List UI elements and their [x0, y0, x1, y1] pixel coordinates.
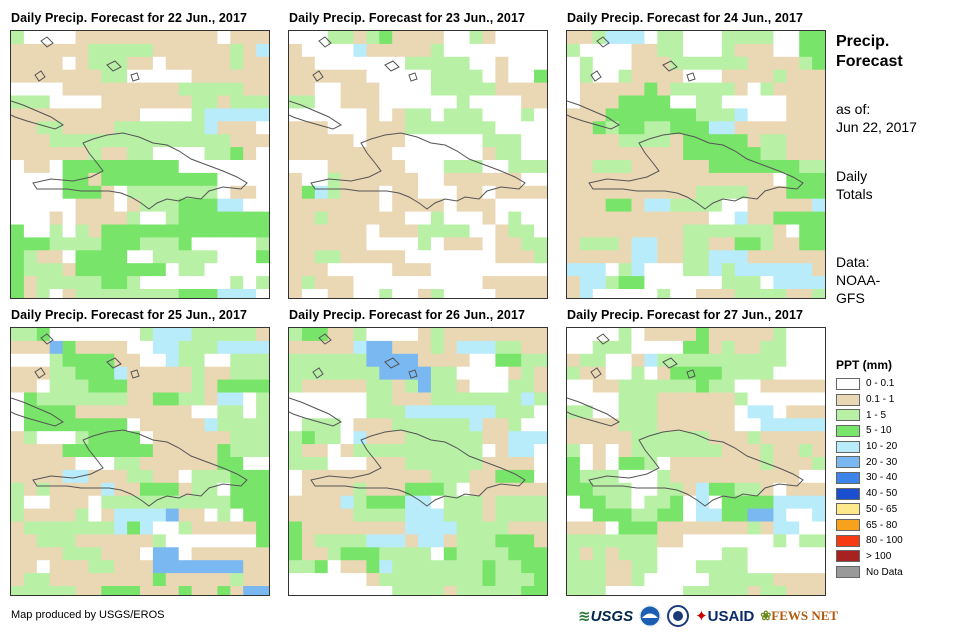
legend-row: 65 - 80 [836, 517, 966, 533]
panel-title-4: Daily Precip. Forecast for 25 Jun., 2017 [11, 308, 248, 322]
legend-label: 0.1 - 1 [866, 394, 895, 406]
legend-row: 50 - 65 [836, 502, 966, 518]
legend-swatch [836, 409, 860, 422]
legend-label: 40 - 50 [866, 488, 898, 500]
panel-title-5: Daily Precip. Forecast for 26 Jun., 2017 [289, 308, 526, 322]
legend-swatch [836, 377, 860, 390]
side-data: Data: NOAA- GFS [836, 253, 956, 307]
map-canvas-6 [567, 328, 825, 595]
noaa-logo-icon [639, 605, 661, 627]
side-title: Precip. Forecast [836, 32, 956, 72]
legend-swatch [836, 487, 860, 500]
map-canvas-4 [11, 328, 269, 595]
legend-label: 0 - 0.1 [866, 378, 895, 390]
map-panel-1 [10, 30, 270, 299]
map-canvas-2 [289, 31, 547, 298]
usaid-logo: ✦USAID [695, 608, 755, 625]
side-data-line2: NOAA- [836, 272, 881, 288]
legend-row: 10 - 20 [836, 439, 966, 455]
map-panel-6 [566, 327, 826, 596]
legend-swatch [836, 471, 860, 484]
legend: PPT (mm) 0 - 0.1 0.1 - 1 1 - 5 5 - 10 10 - 2… [836, 358, 966, 580]
side-title-line2: Forecast [836, 53, 903, 70]
fewsnet-logo: ❀FEWS NET [760, 608, 839, 623]
legend-row: No Data [836, 564, 966, 580]
legend-label: 5 - 10 [866, 425, 892, 437]
legend-row: 1 - 5 [836, 407, 966, 423]
side-asof-line2: Jun 22, 2017 [836, 119, 917, 135]
legend-swatch [836, 440, 860, 453]
legend-row: 30 - 40 [836, 470, 966, 486]
side-asof-line1: as of: [836, 101, 871, 117]
map-panel-2 [288, 30, 548, 299]
panel-title-1: Daily Precip. Forecast for 22 Jun., 2017 [11, 11, 248, 25]
legend-row: 80 - 100 [836, 533, 966, 549]
legend-label: 1 - 5 [866, 409, 887, 421]
panel-title-2: Daily Precip. Forecast for 23 Jun., 2017 [289, 11, 526, 25]
legend-label: 80 - 100 [866, 535, 903, 547]
side-data-line1: Data: [836, 254, 870, 270]
legend-row: 40 - 50 [836, 486, 966, 502]
legend-swatch [836, 534, 860, 547]
legend-rows: 0 - 0.1 0.1 - 1 1 - 5 5 - 10 10 - 20 20 - 30 3… [836, 376, 966, 580]
legend-swatch [836, 519, 860, 532]
legend-label: > 100 [866, 550, 892, 562]
legend-label: 65 - 80 [866, 519, 898, 531]
legend-title: PPT (mm) [836, 358, 893, 372]
credit-text: Map produced by USGS/EROS [11, 609, 165, 621]
side-title-line1: Precip. [836, 33, 890, 50]
logo-bar: ≋USGS ✦USAID ❀FEWS NET [578, 600, 838, 632]
side-asof: as of: Jun 22, 2017 [836, 100, 956, 136]
fewsnet-logo-text: FEWS NET [771, 608, 839, 623]
legend-label: 20 - 30 [866, 456, 898, 468]
legend-row: 5 - 10 [836, 423, 966, 439]
panel-title-3: Daily Precip. Forecast for 24 Jun., 2017 [567, 11, 804, 25]
legend-swatch [836, 456, 860, 469]
legend-swatch [836, 393, 860, 406]
map-panel-5 [288, 327, 548, 596]
legend-label: 10 - 20 [866, 441, 898, 453]
panel-title-6: Daily Precip. Forecast for 27 Jun., 2017 [567, 308, 804, 322]
legend-swatch [836, 424, 860, 437]
legend-row: 0.1 - 1 [836, 392, 966, 408]
usgs-logo-text: USGS [590, 608, 634, 625]
side-totals: Daily Totals [836, 167, 956, 203]
legend-swatch [836, 566, 860, 579]
side-totals-line2: Totals [836, 186, 873, 202]
usgs-logo: ≋USGS [578, 608, 634, 625]
side-data-line3: GFS [836, 290, 865, 306]
legend-swatch [836, 550, 860, 563]
map-canvas-1 [11, 31, 269, 298]
map-panel-4 [10, 327, 270, 596]
legend-label: No Data [866, 566, 903, 578]
legend-label: 50 - 65 [866, 503, 898, 515]
usaid-logo-text: USAID [707, 608, 755, 625]
legend-row: 0 - 0.1 [836, 376, 966, 392]
legend-swatch [836, 503, 860, 516]
dos-seal-icon [667, 605, 690, 627]
legend-row: > 100 [836, 549, 966, 565]
side-totals-line1: Daily [836, 168, 868, 184]
map-panel-3 [566, 30, 826, 299]
legend-row: 20 - 30 [836, 454, 966, 470]
legend-label: 30 - 40 [866, 472, 898, 484]
map-canvas-3 [567, 31, 825, 298]
map-canvas-5 [289, 328, 547, 595]
